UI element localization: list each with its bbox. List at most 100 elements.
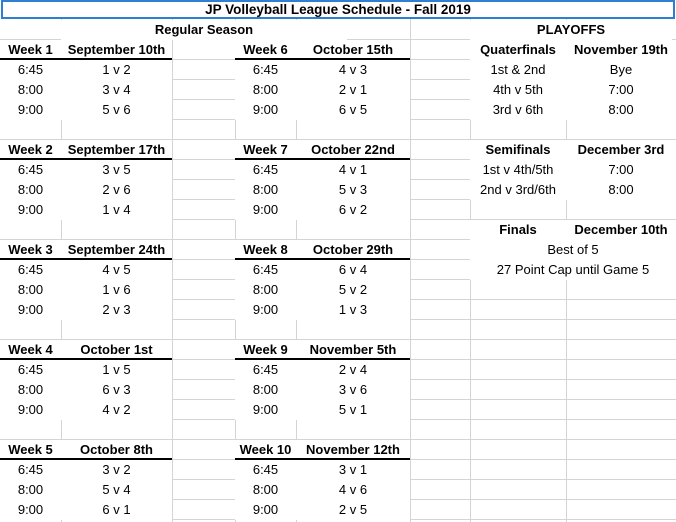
game-matchup[interactable]: 1 v 5: [61, 360, 172, 380]
game-matchup[interactable]: 1 v 6: [61, 280, 172, 300]
semifinals-label[interactable]: Semifinals: [470, 140, 566, 160]
semifinals-date[interactable]: December 3rd: [566, 140, 676, 160]
game-time[interactable]: 8:00: [235, 180, 296, 200]
playoff-time[interactable]: Bye: [566, 60, 676, 80]
game-time[interactable]: 9:00: [0, 100, 61, 120]
week-label[interactable]: Week 10: [235, 440, 296, 460]
game-time[interactable]: 9:00: [235, 200, 296, 220]
quarterfinals-date[interactable]: November 19th: [566, 40, 676, 60]
game-time[interactable]: 6:45: [0, 60, 61, 80]
playoff-matchup[interactable]: 1st v 4th/5th: [470, 160, 566, 180]
week-date[interactable]: October 8th: [61, 440, 172, 460]
week-date[interactable]: October 29th: [296, 240, 410, 260]
game-matchup[interactable]: 5 v 2: [296, 280, 410, 300]
week-date[interactable]: September 10th: [61, 40, 172, 60]
week-date[interactable]: November 12th: [296, 440, 410, 460]
week-label[interactable]: Week 9: [235, 340, 296, 360]
game-matchup[interactable]: 2 v 3: [61, 300, 172, 320]
game-time[interactable]: 6:45: [235, 160, 296, 180]
game-time[interactable]: 9:00: [235, 500, 296, 520]
game-time[interactable]: 9:00: [235, 400, 296, 420]
week-date[interactable]: October 15th: [296, 40, 410, 60]
game-time[interactable]: 8:00: [0, 480, 61, 500]
game-time[interactable]: 6:45: [0, 260, 61, 280]
playoffs-heading[interactable]: PLAYOFFS: [470, 20, 672, 40]
game-time[interactable]: 8:00: [235, 480, 296, 500]
game-matchup[interactable]: 3 v 1: [296, 460, 410, 480]
game-matchup[interactable]: 6 v 4: [296, 260, 410, 280]
game-matchup[interactable]: 5 v 1: [296, 400, 410, 420]
playoff-time[interactable]: 8:00: [566, 100, 676, 120]
game-matchup[interactable]: 4 v 5: [61, 260, 172, 280]
playoff-matchup[interactable]: 1st & 2nd: [470, 60, 566, 80]
finals-note[interactable]: Best of 5: [470, 240, 676, 260]
playoff-time[interactable]: 8:00: [566, 180, 676, 200]
game-time[interactable]: 8:00: [0, 80, 61, 100]
game-time[interactable]: 6:45: [235, 260, 296, 280]
game-time[interactable]: 9:00: [0, 500, 61, 520]
quarterfinals-label[interactable]: Quaterfinals: [470, 40, 566, 60]
game-matchup[interactable]: 5 v 6: [61, 100, 172, 120]
game-matchup[interactable]: 6 v 1: [61, 500, 172, 520]
game-matchup[interactable]: 2 v 6: [61, 180, 172, 200]
game-time[interactable]: 9:00: [0, 300, 61, 320]
game-time[interactable]: 8:00: [0, 280, 61, 300]
game-matchup[interactable]: 4 v 2: [61, 400, 172, 420]
week-date[interactable]: September 17th: [61, 140, 172, 160]
week-label[interactable]: Week 3: [0, 240, 61, 260]
game-time[interactable]: 6:45: [0, 460, 61, 480]
regular-season-heading[interactable]: Regular Season: [61, 20, 347, 40]
week-label[interactable]: Week 8: [235, 240, 296, 260]
week-label[interactable]: Week 1: [0, 40, 61, 60]
game-time[interactable]: 8:00: [235, 280, 296, 300]
week-label[interactable]: Week 2: [0, 140, 61, 160]
playoff-time[interactable]: 7:00: [566, 160, 676, 180]
game-time[interactable]: 6:45: [235, 460, 296, 480]
game-time[interactable]: 9:00: [0, 200, 61, 220]
game-matchup[interactable]: 1 v 3: [296, 300, 410, 320]
game-matchup[interactable]: 4 v 3: [296, 60, 410, 80]
finals-label[interactable]: Finals: [470, 220, 566, 240]
sheet-title[interactable]: JP Volleyball League Schedule - Fall 201…: [1, 0, 675, 19]
game-time[interactable]: 6:45: [0, 360, 61, 380]
game-time[interactable]: 8:00: [0, 380, 61, 400]
week-date[interactable]: October 22nd: [296, 140, 410, 160]
game-time[interactable]: 6:45: [0, 160, 61, 180]
game-matchup[interactable]: 2 v 1: [296, 80, 410, 100]
game-time[interactable]: 9:00: [235, 300, 296, 320]
week-date[interactable]: September 24th: [61, 240, 172, 260]
game-time[interactable]: 8:00: [235, 80, 296, 100]
week-label[interactable]: Week 7: [235, 140, 296, 160]
game-time[interactable]: 9:00: [0, 400, 61, 420]
game-matchup[interactable]: 3 v 6: [296, 380, 410, 400]
week-label[interactable]: Week 5: [0, 440, 61, 460]
week-date[interactable]: November 5th: [296, 340, 410, 360]
playoff-matchup[interactable]: 4th v 5th: [470, 80, 566, 100]
game-time[interactable]: 8:00: [0, 180, 61, 200]
game-matchup[interactable]: 3 v 4: [61, 80, 172, 100]
game-time[interactable]: 9:00: [235, 100, 296, 120]
game-matchup[interactable]: 1 v 2: [61, 60, 172, 80]
game-matchup[interactable]: 6 v 2: [296, 200, 410, 220]
week-label[interactable]: Week 4: [0, 340, 61, 360]
game-matchup[interactable]: 1 v 4: [61, 200, 172, 220]
game-time[interactable]: 6:45: [235, 360, 296, 380]
finals-date[interactable]: December 10th: [566, 220, 676, 240]
game-time[interactable]: 6:45: [235, 60, 296, 80]
game-matchup[interactable]: 2 v 5: [296, 500, 410, 520]
game-matchup[interactable]: 4 v 6: [296, 480, 410, 500]
game-time[interactable]: 8:00: [235, 380, 296, 400]
game-matchup[interactable]: 3 v 5: [61, 160, 172, 180]
game-matchup[interactable]: 6 v 5: [296, 100, 410, 120]
playoff-time[interactable]: 7:00: [566, 80, 676, 100]
finals-note[interactable]: 27 Point Cap until Game 5: [470, 260, 676, 280]
playoff-matchup[interactable]: 2nd v 3rd/6th: [470, 180, 566, 200]
game-matchup[interactable]: 2 v 4: [296, 360, 410, 380]
game-matchup[interactable]: 5 v 4: [61, 480, 172, 500]
game-matchup[interactable]: 3 v 2: [61, 460, 172, 480]
playoff-matchup[interactable]: 3rd v 6th: [470, 100, 566, 120]
game-matchup[interactable]: 4 v 1: [296, 160, 410, 180]
week-date[interactable]: October 1st: [61, 340, 172, 360]
game-matchup[interactable]: 5 v 3: [296, 180, 410, 200]
game-matchup[interactable]: 6 v 3: [61, 380, 172, 400]
